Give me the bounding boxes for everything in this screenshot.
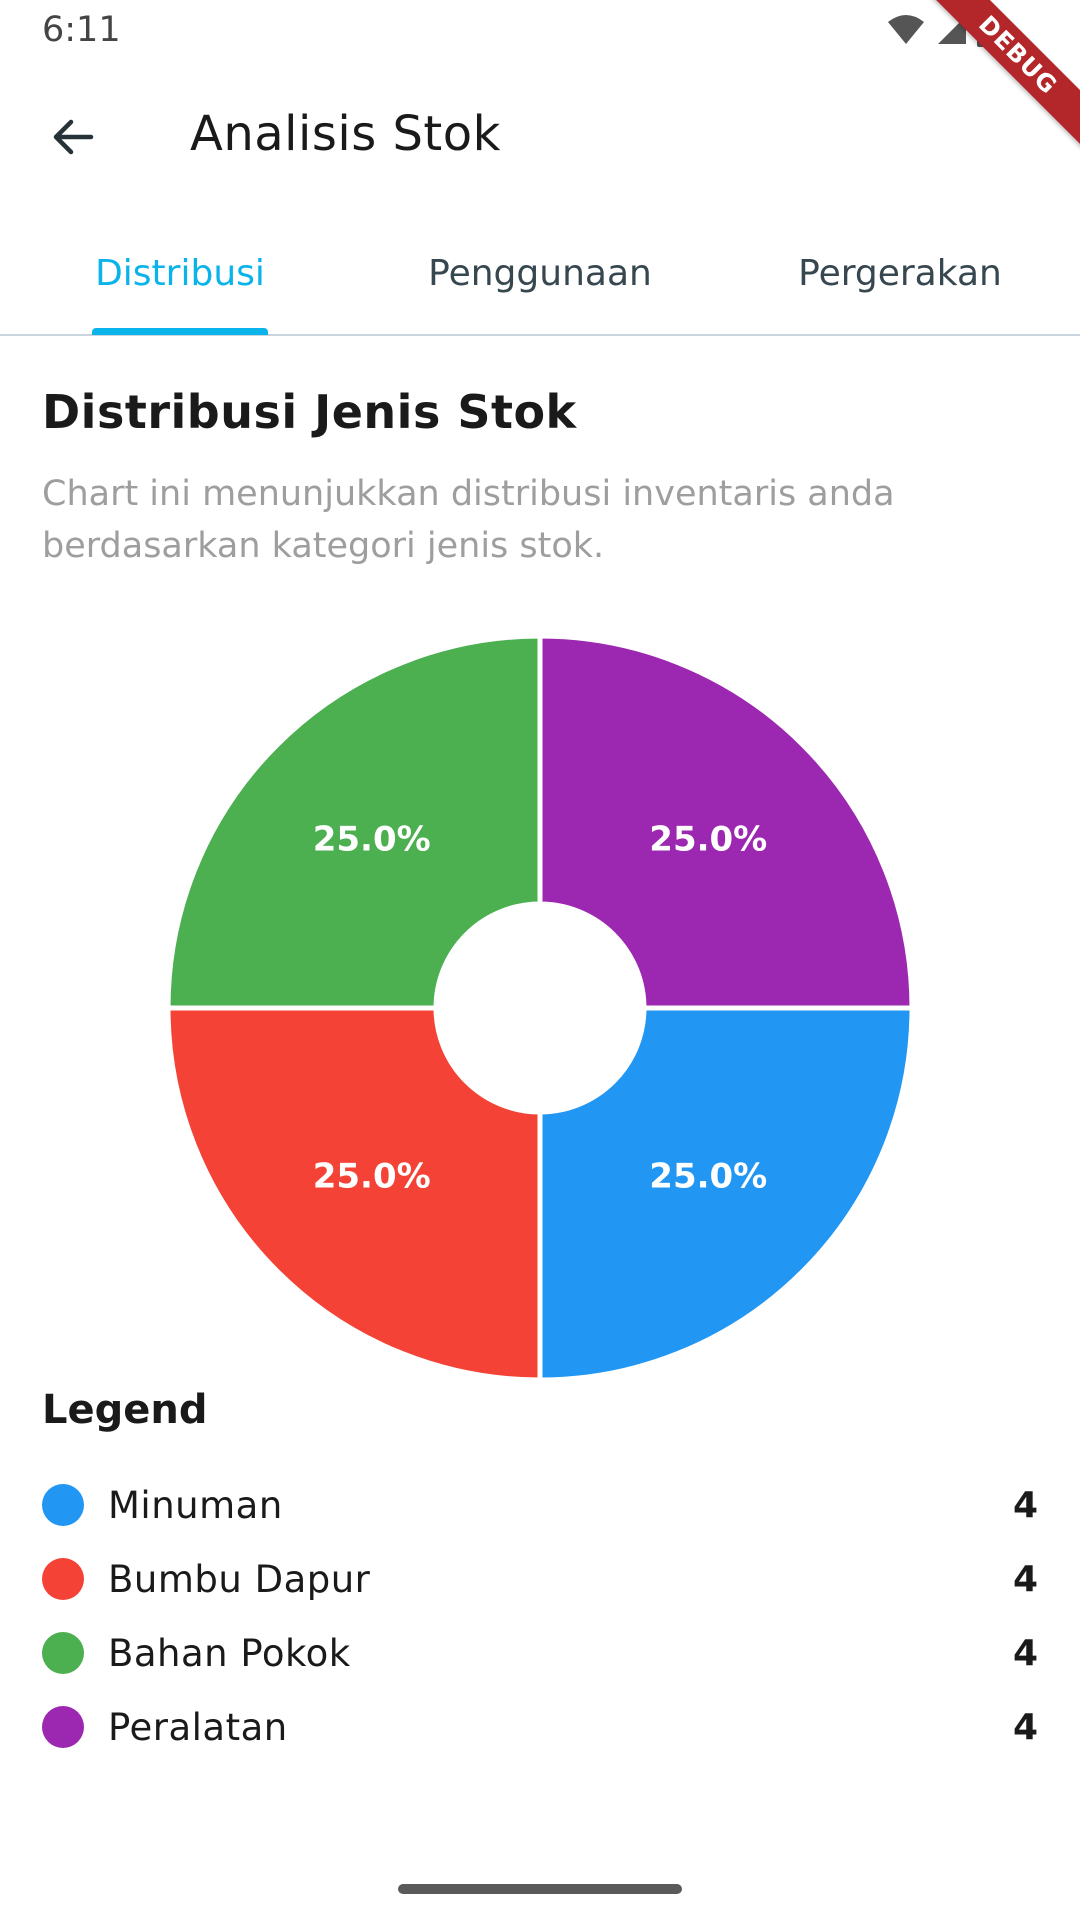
legend-title: Legend	[42, 1387, 208, 1433]
pie-label-peralatan: 25.0%	[649, 820, 767, 860]
status-time: 6:11	[42, 10, 121, 50]
pie-chart: 25.0% 25.0% 25.0% 25.0%	[168, 636, 912, 1380]
legend-item-peralatan: Peralatan 4	[42, 1690, 1038, 1764]
tab-bar: Distribusi Penggunaan Pergerakan	[0, 212, 1080, 336]
status-bar: 6:11	[0, 0, 1080, 64]
pie-slice-bumbu-dapur[interactable]	[168, 1005, 543, 1380]
legend-dot	[42, 1632, 84, 1674]
legend-label: Peralatan	[108, 1705, 288, 1749]
wifi-icon	[886, 14, 926, 50]
signal-icon	[934, 14, 968, 50]
legend-label: Minuman	[108, 1483, 283, 1527]
arrow-back-icon	[49, 113, 97, 165]
legend-value: 4	[1012, 1632, 1038, 1674]
legend-label: Bumbu Dapur	[108, 1557, 371, 1601]
legend-dot	[42, 1558, 84, 1600]
pie-chart-svg: 25.0% 25.0% 25.0% 25.0%	[168, 636, 912, 1380]
pie-label-minuman: 25.0%	[649, 1156, 767, 1196]
active-tab-indicator	[92, 328, 268, 335]
home-indicator[interactable]	[398, 1884, 682, 1894]
pie-slice-peralatan[interactable]	[537, 636, 912, 1011]
legend-dot	[42, 1484, 84, 1526]
pie-label-bahan-pokok: 25.0%	[313, 820, 431, 860]
battery-icon	[976, 13, 996, 51]
page-title: Analisis Stok	[190, 106, 501, 162]
legend-item-bumbu-dapur: Bumbu Dapur 4	[42, 1542, 1038, 1616]
section-description: Chart ini menunjukkan distribusi inventa…	[42, 474, 895, 566]
legend-list: Minuman 4 Bumbu Dapur 4 Bahan Pokok 4 Pe…	[42, 1468, 1038, 1764]
legend-item-minuman: Minuman 4	[42, 1468, 1038, 1542]
pie-slice-bahan-pokok[interactable]	[168, 636, 543, 1011]
section-title: Distribusi Jenis Stok	[42, 385, 577, 439]
legend-value: 4	[1012, 1484, 1038, 1526]
legend-dot	[42, 1706, 84, 1748]
legend-value: 4	[1012, 1558, 1038, 1600]
status-icons	[886, 12, 996, 52]
pie-slice-minuman[interactable]	[537, 1005, 912, 1380]
back-button[interactable]	[36, 102, 110, 176]
legend-label: Bahan Pokok	[108, 1631, 351, 1675]
tab-pergerakan[interactable]: Pergerakan	[798, 252, 1002, 294]
tab-distribusi[interactable]: Distribusi	[95, 252, 265, 294]
legend-item-bahan-pokok: Bahan Pokok 4	[42, 1616, 1038, 1690]
legend-value: 4	[1012, 1706, 1038, 1748]
tab-penggunaan[interactable]: Penggunaan	[428, 252, 652, 294]
pie-label-bumbu-dapur: 25.0%	[313, 1156, 431, 1196]
app-bar: Analisis Stok	[0, 64, 1080, 212]
